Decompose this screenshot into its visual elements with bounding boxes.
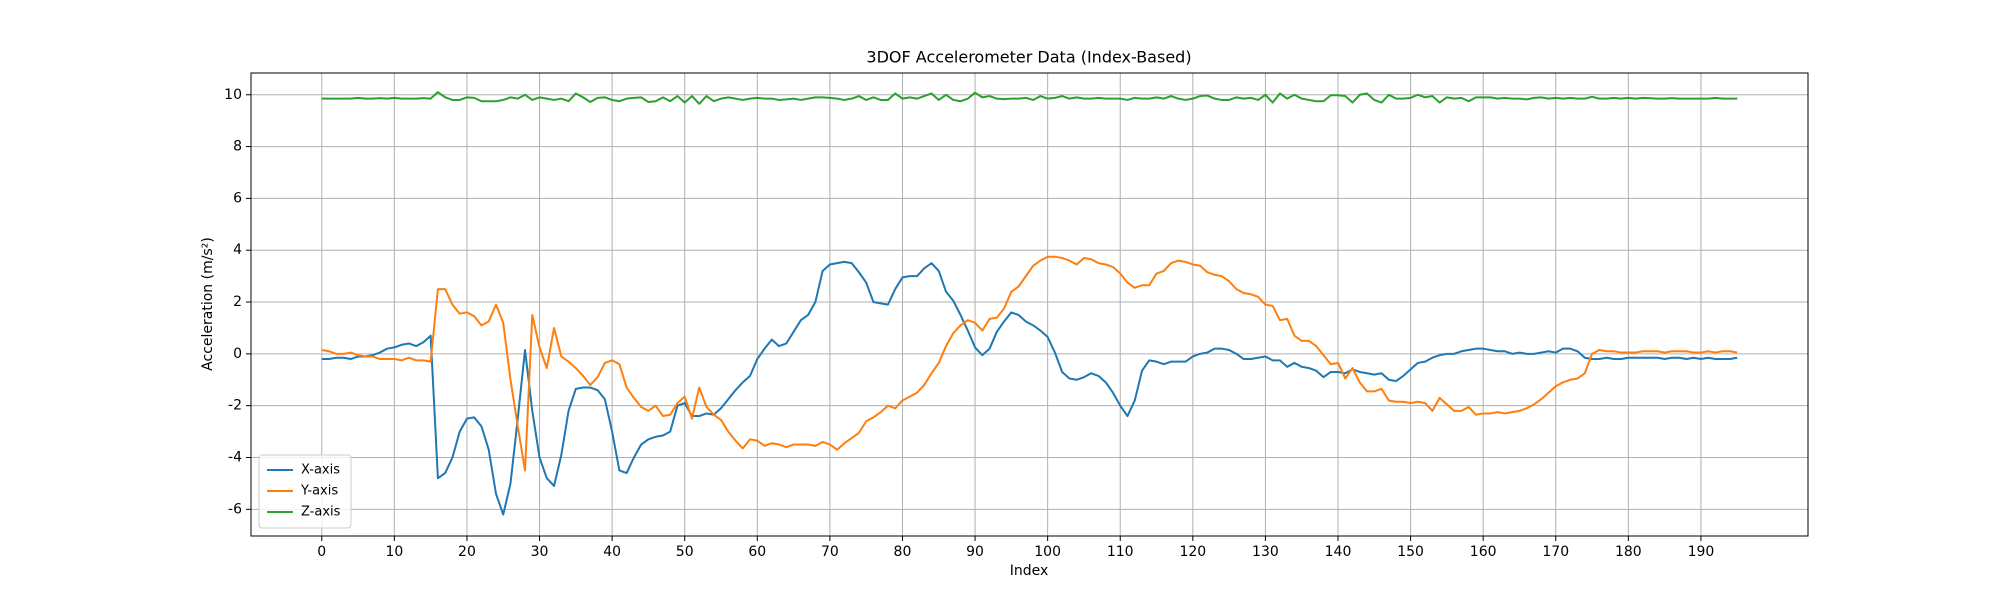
y-tick-label: 6 (233, 190, 242, 206)
y-tick-label: -4 (228, 449, 242, 465)
x-tick-label: 60 (748, 544, 766, 560)
x-tick-label: 30 (531, 544, 549, 560)
legend-label: Y-axis (300, 484, 338, 499)
x-tick-label: 70 (821, 544, 839, 560)
legend: X-axis Y-axis Z-axis (258, 454, 352, 529)
x-tick-label: 50 (676, 544, 694, 560)
y-tick-label: 8 (233, 139, 242, 155)
legend-box (258, 454, 352, 529)
x-tick-label: 110 (1107, 544, 1134, 560)
y-axis-label: Acceleration (m/s²) (200, 237, 216, 371)
x-tick-label: 190 (1688, 544, 1715, 560)
x-tick-label: 20 (458, 544, 476, 560)
data-line (321, 91, 1738, 105)
y-tick-label: -2 (228, 398, 242, 414)
x-tick-label: 80 (894, 544, 912, 560)
y-tick-label: 2 (233, 294, 242, 310)
x-tick-label: 150 (1397, 544, 1424, 560)
plot-frame (250, 72, 1809, 537)
x-tick-label: 0 (317, 544, 326, 560)
y-tick-label: 0 (233, 346, 242, 362)
x-tick-label: 130 (1252, 544, 1279, 560)
y-tick-label: -6 (228, 501, 242, 517)
chart-title: 3DOF Accelerometer Data (Index-Based) (866, 48, 1191, 67)
y-tick-label: 10 (224, 87, 242, 103)
x-tick-label: 120 (1179, 544, 1206, 560)
legend-label: Z-axis (301, 505, 341, 520)
x-axis-label: Index (1010, 563, 1049, 579)
data-line (321, 255, 1738, 472)
x-tick-label: 140 (1325, 544, 1352, 560)
x-tick-label: 90 (966, 544, 984, 560)
x-tick-label: 100 (1034, 544, 1061, 560)
data-line (321, 260, 1738, 516)
x-tick-label: 160 (1470, 544, 1497, 560)
y-tick-label: 4 (233, 242, 242, 258)
x-tick-label: 40 (603, 544, 621, 560)
x-tick-label: 10 (385, 544, 403, 560)
x-tick-label: 170 (1542, 544, 1569, 560)
x-tick-label: 180 (1615, 544, 1642, 560)
legend-label: X-axis (301, 463, 340, 478)
